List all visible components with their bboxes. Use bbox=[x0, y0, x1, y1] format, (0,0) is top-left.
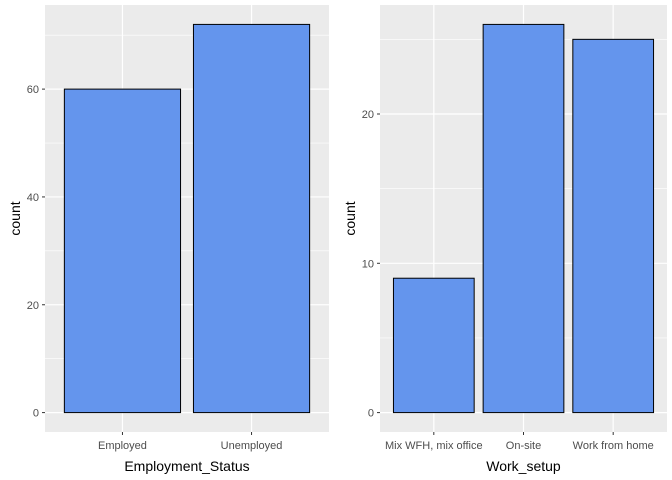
bar-work-from-home bbox=[572, 38, 655, 414]
x-ticks-work-setup: Mix WFH, mix office On-site Work from home bbox=[385, 432, 654, 452]
bar-employed bbox=[63, 88, 182, 414]
x-tick-label-work-from-home: Work from home bbox=[573, 440, 654, 452]
y-ticks-work-setup: 0 10 20 bbox=[362, 109, 380, 420]
bars-employment-status bbox=[63, 23, 311, 414]
chart-employment-status: 0 20 40 60 Employed Unemployed Employment_St… bbox=[7, 5, 329, 474]
y-ticks-employment-status: 0 20 40 60 bbox=[27, 84, 45, 420]
y-tick-label: 40 bbox=[27, 192, 39, 204]
x-axis-title-work-setup: Work_setup bbox=[486, 458, 561, 474]
bar-unemployed bbox=[192, 23, 311, 414]
x-tick-label-on-site: On-site bbox=[506, 440, 541, 452]
bar-on-site bbox=[482, 23, 565, 414]
bar-mix-wfh-mix-office bbox=[392, 277, 475, 414]
y-tick-label: 60 bbox=[27, 84, 39, 96]
x-tick-label-mix-wfh-mix-office: Mix WFH, mix office bbox=[385, 440, 483, 452]
x-tick-label-unemployed: Unemployed bbox=[221, 440, 283, 452]
x-axis-title-employment-status: Employment_Status bbox=[124, 458, 249, 474]
y-tick-label: 10 bbox=[362, 258, 374, 270]
chart-work-setup: 0 10 20 Mix WFH, mix office On-site Work fro… bbox=[342, 5, 667, 474]
x-tick-label-employed: Employed bbox=[98, 440, 147, 452]
y-tick-label: 20 bbox=[362, 109, 374, 121]
y-axis-title-work-setup: count bbox=[342, 201, 358, 235]
y-axis-title-employment-status: count bbox=[7, 201, 23, 235]
y-tick-label: 20 bbox=[27, 300, 39, 312]
y-tick-label: 0 bbox=[368, 408, 374, 420]
x-ticks-employment-status: Employed Unemployed bbox=[98, 432, 282, 452]
y-tick-label: 0 bbox=[33, 408, 39, 420]
bars-work-setup bbox=[392, 23, 655, 414]
